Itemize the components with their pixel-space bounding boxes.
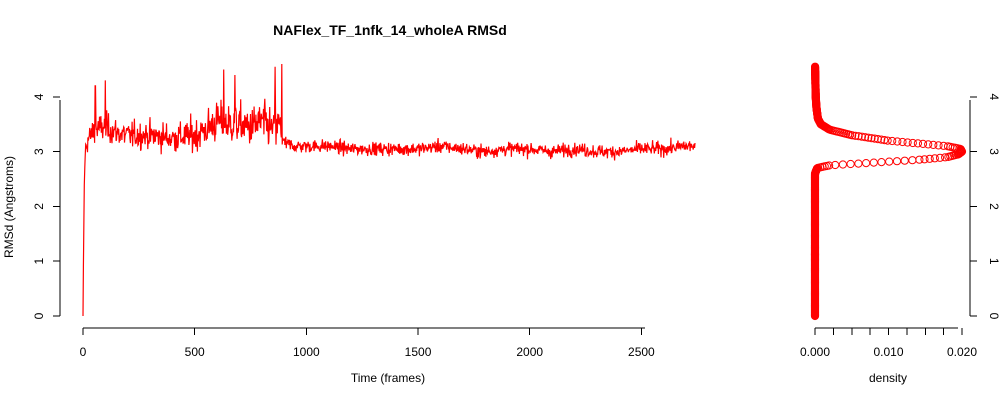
density-y-tick-label: 4	[987, 94, 1000, 101]
density-y-tick-label: 2	[987, 203, 1000, 210]
density-points	[810, 62, 967, 321]
density-point	[831, 160, 840, 170]
density-point	[825, 161, 834, 170]
density-point	[908, 138, 917, 148]
density-point	[934, 141, 943, 150]
density-point	[870, 134, 879, 143]
density-x-tick-label: 0.010	[873, 345, 903, 359]
density-point	[900, 156, 909, 165]
x-tick-label: 500	[185, 345, 205, 359]
density-point	[915, 155, 924, 164]
density-point	[903, 138, 912, 147]
density-point	[854, 159, 863, 168]
density-point	[943, 142, 953, 151]
density-point	[913, 139, 923, 148]
rmsd-series-line	[82, 63, 696, 317]
density-point	[918, 139, 928, 148]
density-point	[892, 157, 902, 166]
density-point	[854, 132, 863, 141]
density-point	[877, 158, 886, 167]
density-point	[873, 135, 883, 144]
density-point	[893, 137, 902, 146]
x-axis-label: Time (frames)	[351, 371, 425, 385]
y-tick-label: 4	[32, 93, 46, 100]
y-axis-label: RMSd (Angstroms)	[2, 156, 16, 258]
density-y-tick-label: 1	[987, 258, 1000, 265]
density-point	[869, 158, 878, 167]
density-point	[898, 137, 907, 147]
density-point	[861, 133, 870, 142]
density-point	[857, 132, 867, 141]
density-plot: 0.000 0.010 0.020 0 1 2 3 4 density	[800, 62, 1000, 385]
y-tick-label: 2	[32, 203, 46, 210]
density-point	[880, 136, 889, 145]
x-tick-label: 0	[80, 345, 87, 359]
density-point	[862, 159, 871, 168]
y-tick-label: 1	[32, 258, 46, 265]
density-point	[864, 133, 873, 142]
chart-title: NAFlex_TF_1nfk_14_wholeA RMSd	[273, 22, 507, 38]
density-point	[930, 154, 939, 163]
density-point	[811, 62, 820, 71]
y-tick-label: 3	[32, 148, 46, 155]
density-point	[883, 136, 892, 145]
x-tick-label: 1000	[293, 345, 320, 359]
density-point	[924, 140, 933, 149]
density-x-tick-label: 0.020	[947, 345, 977, 359]
density-point	[838, 160, 848, 169]
density-point	[925, 154, 934, 163]
density-point	[885, 157, 894, 166]
density-y-tick-label: 3	[987, 148, 1000, 155]
density-point	[888, 136, 897, 146]
x-tick-label: 1500	[405, 345, 432, 359]
density-point	[935, 153, 945, 162]
density-point	[846, 159, 855, 169]
density-point	[920, 155, 929, 164]
density-point	[908, 156, 917, 165]
density-point	[939, 141, 948, 150]
density-point	[929, 140, 938, 149]
density-point	[877, 135, 886, 144]
density-x-axis-label: density	[869, 371, 907, 385]
density-y-tick-label: 0	[987, 313, 1000, 320]
y-tick-label: 0	[32, 312, 46, 319]
density-point	[867, 134, 876, 143]
x-tick-label: 2500	[628, 345, 655, 359]
rmsd-time-plot: 0 500 1000 1500 2000 2500 0 1 2 3 4 Time (frames)…	[2, 63, 696, 385]
density-x-tick-label: 0.000	[800, 345, 830, 359]
x-tick-label: 2000	[516, 345, 543, 359]
